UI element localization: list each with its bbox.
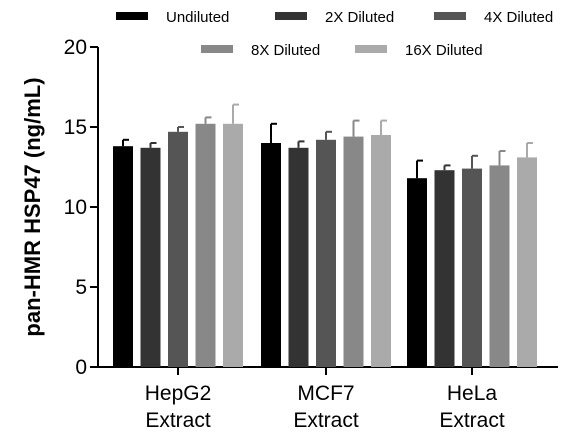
- bar: [168, 131, 188, 367]
- x-tick-label: HeLa Extract: [439, 382, 505, 432]
- y-axis-title: pan-HMR HSP47 (ng/mL): [20, 77, 45, 336]
- legend-swatch: [355, 45, 387, 53]
- y-axis: 0 5 10 15 20: [64, 36, 99, 379]
- legend-label: 16X Diluted: [405, 42, 483, 59]
- bar: [407, 178, 427, 367]
- y-tick-label: 5: [75, 276, 87, 299]
- bar: [288, 147, 309, 367]
- bars: [113, 103, 537, 367]
- legend-swatch: [275, 12, 307, 20]
- y-tick-label: 20: [64, 36, 87, 59]
- bar: [434, 170, 455, 367]
- legend-label: Undiluted: [166, 9, 229, 26]
- bar: [316, 139, 336, 367]
- y-tick-label: 15: [64, 116, 87, 139]
- x-tick-label: HepG2 Extract: [145, 382, 212, 432]
- bar: [140, 147, 161, 367]
- bar: [113, 146, 133, 367]
- bar: [489, 165, 510, 367]
- bar: [462, 168, 482, 367]
- bar: [343, 136, 364, 367]
- bar: [223, 123, 243, 367]
- legend-swatch: [434, 12, 466, 20]
- y-tick-label: 10: [64, 196, 87, 219]
- legend-swatch: [116, 12, 148, 20]
- x-tick-label: MCF7 Extract: [293, 382, 359, 432]
- bar: [371, 135, 391, 367]
- legend-label: 2X Diluted: [325, 9, 394, 26]
- legend-label: 4X Diluted: [484, 9, 553, 26]
- legend: Undiluted 2X Diluted 4X Diluted 8X Diluted 1…: [116, 9, 553, 59]
- legend-label: 8X Diluted: [251, 42, 320, 59]
- bar: [195, 123, 216, 367]
- y-tick-label: 0: [75, 356, 87, 379]
- bar: [517, 157, 537, 367]
- legend-swatch: [201, 45, 233, 53]
- bar: [261, 143, 281, 367]
- x-axis: HepG2 Extract MCF7 Extract HeLa Extract: [97, 366, 558, 432]
